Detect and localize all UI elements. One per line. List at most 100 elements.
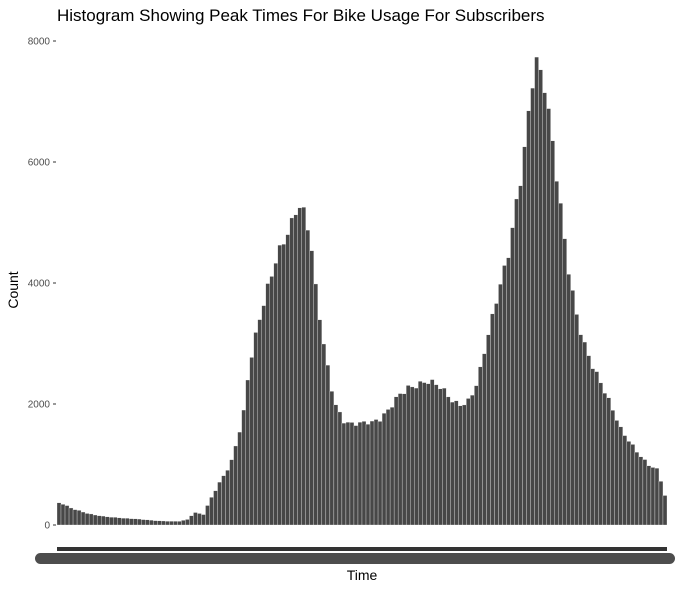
histogram-bar bbox=[121, 517, 126, 526]
histogram-bar bbox=[381, 413, 387, 526]
histogram-bar bbox=[414, 387, 419, 526]
histogram-bar bbox=[76, 510, 82, 526]
histogram-bar bbox=[658, 481, 664, 526]
histogram-bar bbox=[590, 368, 595, 526]
histogram-bar bbox=[482, 353, 487, 526]
histogram-bar bbox=[361, 421, 367, 526]
histogram-bar bbox=[502, 265, 507, 526]
histogram-bar bbox=[626, 441, 632, 526]
histogram-bar bbox=[554, 181, 559, 526]
histogram-bar bbox=[566, 274, 571, 526]
histogram-bar bbox=[125, 518, 130, 526]
histogram-bar bbox=[117, 517, 122, 526]
histogram-bar bbox=[249, 357, 254, 526]
histogram-bar bbox=[197, 513, 202, 526]
histogram-bar bbox=[638, 456, 644, 526]
histogram-bar bbox=[550, 140, 555, 526]
histogram-bar bbox=[285, 234, 290, 526]
histogram-bar bbox=[257, 319, 262, 526]
histogram-bar bbox=[450, 401, 455, 526]
histogram-bar bbox=[253, 332, 258, 526]
chart-title: Histogram Showing Peak Times For Bike Us… bbox=[57, 6, 545, 25]
histogram-bar bbox=[506, 257, 511, 526]
histogram-bar bbox=[349, 422, 355, 526]
histogram-bar bbox=[181, 520, 186, 526]
histogram-bar bbox=[389, 407, 395, 526]
histogram-bar bbox=[277, 244, 282, 526]
histogram-bar bbox=[582, 341, 587, 526]
histogram-bar bbox=[269, 276, 274, 526]
histogram-bar bbox=[610, 410, 615, 526]
histogram-bar bbox=[265, 283, 270, 526]
histogram-bar bbox=[630, 444, 636, 526]
histogram-bar bbox=[530, 87, 535, 526]
histogram-bar bbox=[490, 313, 495, 526]
histogram-bar bbox=[353, 425, 359, 526]
histogram-bar bbox=[438, 388, 443, 526]
histogram-bar bbox=[598, 382, 603, 526]
histogram-bar bbox=[205, 505, 210, 526]
x-tick-labels-overlapping bbox=[35, 553, 675, 564]
histogram-bar bbox=[474, 385, 479, 526]
histogram-bar bbox=[313, 283, 318, 526]
histogram-bar bbox=[84, 513, 90, 526]
histogram-bar bbox=[161, 520, 166, 526]
histogram-bar bbox=[145, 519, 150, 526]
histogram-bar bbox=[462, 404, 467, 526]
histogram-bar bbox=[317, 319, 323, 526]
histogram-bar bbox=[514, 198, 519, 526]
histogram-bar bbox=[341, 422, 347, 526]
histogram-bar bbox=[618, 426, 624, 526]
histogram-bar bbox=[454, 400, 459, 526]
histogram-bar bbox=[133, 518, 138, 526]
histogram-bar bbox=[305, 229, 310, 526]
histogram-bar bbox=[377, 421, 383, 526]
histogram-bar bbox=[538, 69, 543, 526]
histogram-bar bbox=[241, 409, 246, 526]
histogram-bar bbox=[486, 334, 491, 526]
histogram-bar bbox=[165, 521, 170, 526]
histogram-bar bbox=[169, 521, 174, 526]
histogram-bar bbox=[470, 394, 475, 526]
histogram-bar bbox=[498, 284, 503, 526]
y-tick-label: 0 bbox=[44, 521, 50, 532]
y-tick-label: 8000 bbox=[28, 37, 51, 48]
histogram-bar bbox=[357, 422, 363, 526]
histogram-bar bbox=[225, 470, 230, 526]
y-tick-label: 4000 bbox=[28, 279, 51, 290]
histogram-bar bbox=[293, 214, 298, 526]
histogram-bar bbox=[518, 185, 523, 526]
histogram-bar bbox=[141, 519, 146, 526]
histogram-bar bbox=[586, 355, 591, 526]
histogram-bar bbox=[442, 387, 447, 526]
histogram-bar bbox=[213, 490, 218, 526]
x-axis bbox=[35, 547, 675, 564]
histogram-bar bbox=[88, 513, 94, 526]
histogram-bar bbox=[237, 431, 242, 526]
histogram-bar bbox=[329, 391, 335, 526]
histogram-bar bbox=[153, 520, 158, 526]
histogram-bar bbox=[510, 227, 515, 526]
histogram-bar bbox=[80, 511, 86, 526]
x-axis-label: Time bbox=[347, 567, 378, 583]
histogram-bar bbox=[426, 383, 431, 526]
histogram-bar bbox=[622, 435, 628, 526]
histogram-bar bbox=[185, 519, 190, 526]
histogram-bar bbox=[397, 393, 403, 526]
histogram-bar bbox=[105, 516, 110, 526]
histogram-bar bbox=[309, 250, 314, 526]
histogram-bar bbox=[229, 459, 234, 526]
bars-layer bbox=[56, 56, 668, 526]
histogram-bar bbox=[570, 290, 575, 526]
histogram-bar bbox=[458, 405, 463, 526]
x-tick-band bbox=[57, 547, 667, 551]
y-tick-label: 6000 bbox=[28, 158, 51, 169]
histogram-bar bbox=[281, 244, 286, 526]
histogram-bar bbox=[149, 519, 154, 526]
histogram-bar bbox=[393, 396, 399, 526]
histogram-bar bbox=[113, 517, 118, 526]
histogram-bar bbox=[410, 386, 415, 526]
histogram-bar bbox=[60, 504, 66, 526]
histogram-bar bbox=[558, 203, 563, 526]
